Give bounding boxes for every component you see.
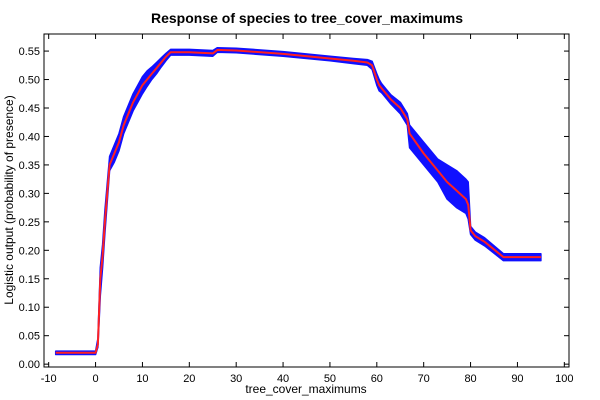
x-tick-label: 10: [136, 373, 148, 385]
x-tick-label: 90: [511, 373, 523, 385]
y-tick-label: 0.20: [19, 245, 40, 257]
y-tick-label: 0.50: [19, 75, 40, 87]
y-tick-label: 0.35: [19, 160, 40, 172]
y-axis: 0.00 0.05 0.10 0.15 0.20 0.25 0.30 0.35 0.40 0.45…: [19, 46, 569, 371]
y-tick-label: 0.45: [19, 103, 40, 115]
x-tick-label: 40: [277, 373, 289, 385]
x-tick-label: 0: [93, 373, 99, 385]
x-tick-label: 50: [324, 373, 336, 385]
x-axis-label: tree_cover_maximums: [245, 382, 366, 396]
y-tick-label: 0.15: [19, 274, 40, 286]
x-tick-label: 70: [418, 373, 430, 385]
x-tick-label: -10: [41, 373, 57, 385]
x-tick-label: 100: [555, 373, 573, 385]
chart-title: Response of species to tree_cover_maximu…: [151, 10, 463, 26]
y-tick-label: 0.25: [19, 217, 40, 229]
y-axis-label: Logistic output (probability of presence…: [2, 95, 16, 304]
y-tick-label: 0.40: [19, 131, 40, 143]
x-tick-label: 60: [371, 373, 383, 385]
y-tick-label: 0.00: [19, 359, 40, 371]
x-tick-label: 20: [183, 373, 195, 385]
x-tick-label: 30: [230, 373, 242, 385]
x-tick-label: 80: [464, 373, 476, 385]
variability-band: [54, 46, 542, 356]
mean-response-line: [55, 48, 541, 354]
y-tick-label: 0.10: [19, 302, 40, 314]
y-tick-label: 0.30: [19, 188, 40, 200]
x-axis: -10 0 10 20 30 40 50 60 70 80 90 100: [41, 34, 573, 385]
y-tick-label: 0.05: [19, 331, 40, 343]
y-tick-label: 0.55: [19, 46, 40, 58]
plot-frame: [43, 33, 570, 368]
plot-area: [54, 46, 542, 356]
